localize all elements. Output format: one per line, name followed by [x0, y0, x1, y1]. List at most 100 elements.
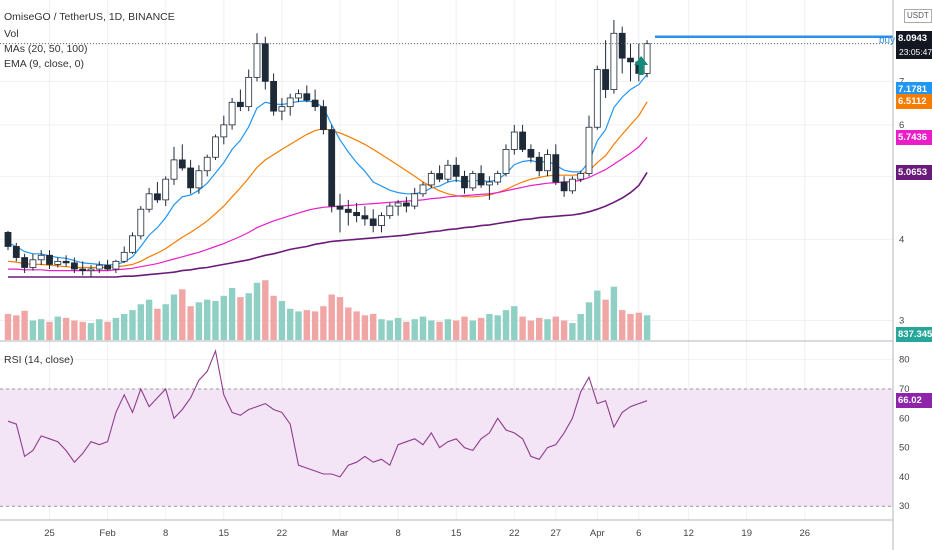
volume-bars: [4, 280, 651, 340]
candle-body: [569, 178, 576, 192]
candle-body: [270, 80, 278, 112]
volume-bar: [204, 299, 211, 340]
ma-line: [7, 73, 648, 266]
candle-body: [12, 246, 20, 258]
countdown-label: 23:05:47: [896, 46, 932, 59]
rsi-path: [7, 348, 648, 478]
candle-body: [4, 231, 12, 247]
time-tick-label: Mar: [332, 528, 348, 539]
volume-bar: [461, 316, 468, 340]
candle-body: [153, 193, 161, 201]
overlays: [0, 35, 893, 75]
volume-bar: [469, 320, 476, 340]
time-tick-label: Feb: [99, 528, 115, 539]
candle-body: [361, 215, 369, 220]
candle-body: [386, 205, 394, 217]
time-tick-label: 22: [277, 528, 288, 539]
candle-body: [477, 173, 485, 186]
candle-body: [643, 43, 651, 74]
volume-bar: [403, 321, 410, 340]
candle-body: [278, 106, 286, 112]
volume-bar: [345, 307, 352, 340]
time-tick-label: Apr: [590, 528, 605, 539]
candle-body: [170, 159, 178, 180]
legend-mas[interactable]: MAs (20, 50, 100): [4, 43, 88, 55]
volume-bar: [179, 289, 186, 340]
candle-body: [187, 167, 195, 189]
volume-bar: [270, 295, 277, 340]
volume-bar: [444, 319, 452, 340]
candle-body: [104, 264, 111, 270]
candle-body: [369, 218, 377, 226]
volume-bar: [112, 317, 120, 340]
time-tick-label: 22: [509, 528, 520, 539]
ma-line: [8, 171, 648, 278]
rsi-band-fill: [0, 388, 893, 507]
volume-bar: [378, 319, 385, 340]
candle-body: [286, 97, 294, 108]
volume-bar: [361, 315, 369, 340]
currency-badge[interactable]: USDT: [904, 9, 932, 23]
candle-body: [427, 173, 435, 186]
candle-body: [544, 154, 551, 172]
time-tick-label: 27: [551, 528, 562, 539]
volume-bar: [38, 319, 45, 340]
candle-body: [527, 149, 535, 158]
volume-bar: [436, 321, 443, 340]
volume-bar: [4, 314, 12, 340]
candle-body: [303, 93, 311, 101]
chart-title: OmiseGO / TetherUS, 1D, BINANCE: [4, 11, 175, 23]
volume-bar: [643, 315, 651, 340]
volume-bar: [287, 308, 294, 340]
time-tick-label: 15: [451, 528, 462, 539]
candle-body: [485, 181, 493, 186]
volume-bar: [569, 323, 576, 340]
volume-bar: [137, 304, 144, 340]
candle-body: [560, 181, 568, 192]
volume-bar: [62, 317, 70, 340]
volume-bar: [170, 294, 178, 340]
legend-vol[interactable]: Vol: [4, 28, 19, 40]
candle-body: [253, 43, 261, 78]
candle-body: [137, 208, 145, 237]
volume-bar: [187, 306, 194, 340]
candle-body: [378, 215, 385, 226]
volume-bar: [145, 299, 153, 340]
volume-bar: [253, 282, 261, 340]
candle-body: [236, 101, 244, 108]
time-tick-label: 19: [741, 528, 752, 539]
time-tick-label: 6: [636, 528, 641, 539]
volume-bar: [544, 319, 551, 340]
volume-bar: [21, 310, 28, 340]
rsi-band: [0, 388, 893, 507]
price-tick-label: 4: [899, 234, 904, 245]
legend-rsi[interactable]: RSI (14, close): [4, 354, 74, 366]
candle-body: [328, 129, 336, 207]
candle-body: [319, 106, 327, 131]
candle-body: [129, 235, 136, 253]
candle-body: [535, 156, 543, 172]
candle-body: [593, 69, 601, 128]
candle-body: [79, 268, 87, 272]
volume-bar: [154, 308, 161, 340]
volume-bar: [29, 320, 37, 340]
candle-body: [87, 268, 95, 272]
candle-body: [195, 170, 203, 189]
candle-body: [585, 126, 593, 174]
legend-ema[interactable]: EMA (9, close, 0): [4, 58, 84, 70]
volume-bar: [577, 314, 584, 340]
volume-bar: [594, 290, 601, 340]
candle-body: [54, 260, 62, 265]
candle-body: [29, 259, 37, 268]
volume-bar: [394, 317, 402, 340]
volume-bar: [295, 311, 302, 340]
volume-bar: [627, 314, 634, 340]
volume-bar: [262, 280, 269, 340]
price-tick-label: 6: [899, 120, 904, 131]
candle-body: [502, 149, 510, 174]
volume-bar: [46, 321, 53, 340]
candle-body: [510, 131, 518, 150]
volume-bar: [195, 302, 203, 340]
ema-price-label: 7.1781: [896, 81, 932, 97]
